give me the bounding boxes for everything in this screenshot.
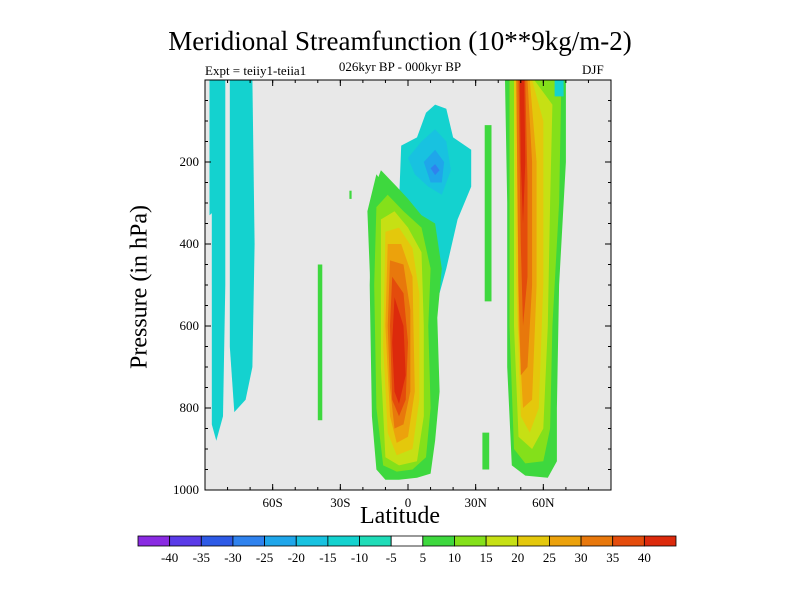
colorbar-swatch: [264, 535, 297, 547]
colorbar-label: -15: [319, 550, 336, 565]
colorbar-swatch: [232, 535, 265, 547]
colorbar-label: 20: [511, 550, 524, 565]
contour-nh-negative-spot: [554, 80, 564, 97]
y-tick-label: 600: [180, 318, 200, 333]
colorbar-swatch: [549, 535, 582, 547]
colorbar-label: 30: [575, 550, 588, 565]
contour-sh-negative-c: [209, 80, 214, 216]
colorbar-label: -40: [161, 550, 178, 565]
colorbar-label: -35: [193, 550, 210, 565]
colorbar-swatch: [390, 535, 424, 547]
colorbar-swatch: [580, 535, 614, 547]
season-label: DJF: [582, 62, 604, 77]
colorbar-label: -25: [256, 550, 273, 565]
colorbar-swatch: [137, 535, 171, 547]
colorbar-swatch: [612, 535, 645, 547]
contour-tropical-level-8: [392, 297, 406, 404]
colorbar-label: 10: [448, 550, 461, 565]
colorbar-label: 25: [543, 550, 556, 565]
contour-nh-level-8: [519, 80, 526, 224]
period-label: 026kyr BP - 000kyr BP: [338, 59, 462, 74]
y-ticks: 200 400 600 800 1000: [173, 100, 611, 497]
x-tick-label: 30N: [464, 495, 487, 510]
contour-upper-negative-25: [430, 164, 440, 176]
x-axis-label: Latitude: [360, 503, 440, 529]
colorbar-swatch: [422, 535, 455, 547]
x-tick-label: 30S: [330, 495, 350, 510]
colorbar-label: 5: [420, 550, 427, 565]
colorbar-label: 35: [606, 550, 619, 565]
contour-sh-negative-a: [211, 80, 226, 441]
chart-title: Meridional Streamfunction (10**9kg/m-2): [168, 26, 632, 56]
contour-sh-negative-b: [229, 80, 255, 413]
colorbar-swatch: [454, 535, 487, 547]
x-tick-label: 0: [405, 495, 412, 510]
colorbar-label: -10: [351, 550, 368, 565]
colorbar-swatch: [485, 535, 519, 547]
colorbar-swatch: [359, 535, 392, 547]
contour-small-positive: [349, 190, 352, 199]
y-tick-label: 400: [180, 236, 200, 251]
y-tick-label: 200: [180, 154, 200, 169]
contour-nh-positive-spot: [482, 432, 490, 470]
colorbar-swatch: [517, 535, 550, 547]
colorbar-label: 15: [480, 550, 493, 565]
colorbar-swatch: [643, 535, 677, 547]
y-tick-label: 800: [180, 400, 200, 415]
colorbar-label: -30: [224, 550, 241, 565]
contour-sh-positive-strip: [317, 264, 323, 421]
y-tick-label: 1000: [173, 482, 199, 497]
experiment-label: Expt = teiiy1-teiia1: [205, 63, 307, 78]
x-ticks: 60S 30S 0 30N 60N: [204, 80, 612, 510]
colorbar-label: -5: [386, 550, 397, 565]
x-tick-label: 60S: [263, 495, 283, 510]
colorbar-swatch: [327, 535, 360, 547]
colorbar-swatch: [295, 535, 329, 547]
colorbar-swatch: [169, 535, 202, 547]
x-tick-label: 60N: [532, 495, 555, 510]
contour-field: [209, 80, 566, 480]
colorbar: -40 -35 -30 -25 -20 -15 -10 -5 5 10 15 20 25 30 35 40: [137, 535, 677, 565]
colorbar-swatch: [200, 535, 234, 547]
colorbar-label: 40: [638, 550, 651, 565]
contour-nh-positive-strip: [484, 125, 492, 302]
colorbar-label: -20: [288, 550, 305, 565]
